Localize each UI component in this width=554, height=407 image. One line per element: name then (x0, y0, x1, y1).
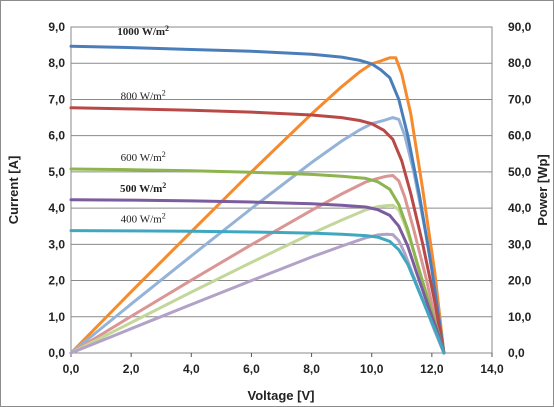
y-tick-label: 4,0 (48, 201, 65, 215)
axes: 0,0 0,0 1,0 10,0 2,0 20,0 3,0 30,0 4,0 40,0 5,0 50,… (48, 20, 531, 376)
y2-tick-label: 70,0 (508, 92, 532, 106)
power-curve-600 (69, 174, 446, 355)
series-label: 500 W/m2 (120, 181, 166, 195)
y2-tick-label: 10,0 (508, 310, 532, 324)
y-tick-label: 8,0 (48, 56, 65, 70)
y2-tick-label: 80,0 (508, 56, 532, 70)
series-label: 400 W/m2 (121, 212, 166, 226)
y2-tick-label: 30,0 (508, 237, 532, 251)
y2-tick-label: 50,0 (508, 165, 532, 179)
y2-tick-label: 20,0 (508, 274, 532, 288)
y-tick-label: 5,0 (48, 165, 65, 179)
y-axis-title: Current [A] (6, 156, 21, 225)
y-tick-label: 3,0 (48, 237, 65, 251)
series-lines (69, 44, 446, 355)
y-tick-label: 7,0 (48, 92, 65, 106)
x-tick-label: 10,0 (360, 362, 384, 376)
y-tick-label: 9,0 (48, 20, 65, 34)
current-curve-400 (69, 229, 446, 355)
current-curve-1000 (69, 44, 446, 355)
x-tick-label: 6,0 (243, 362, 260, 376)
current-curve-500 (69, 198, 446, 355)
current-curve-600 (69, 167, 446, 355)
y2-tick-label: 60,0 (508, 129, 532, 143)
y2-tick-label: 0,0 (508, 346, 525, 360)
series-label: 600 W/m2 (121, 150, 166, 164)
y-tick-label: 2,0 (48, 274, 65, 288)
x-axis-title: Voltage [V] (248, 388, 315, 403)
x-tick-label: 12,0 (420, 362, 444, 376)
y-tick-label: 6,0 (48, 129, 65, 143)
y-tick-label: 0,0 (48, 346, 65, 360)
y2-tick-label: 90,0 (508, 20, 532, 34)
x-tick-label: 4,0 (183, 362, 200, 376)
x-tick-label: 14,0 (480, 362, 504, 376)
x-tick-label: 0,0 (63, 362, 80, 376)
x-tick-label: 8,0 (303, 362, 320, 376)
x-tick-label: 2,0 (123, 362, 140, 376)
y2-tick-label: 40,0 (508, 201, 532, 215)
current-curve-800 (69, 106, 446, 355)
y2-axis-title: Power [Wp] (535, 154, 550, 226)
series-label: 800 W/m2 (121, 88, 166, 102)
y-tick-label: 1,0 (48, 310, 65, 324)
series-label: 1000 W/m2 (117, 24, 169, 38)
series-labels: 1000 W/m2 800 W/m2 600 W/m2 500 W/m2 400 W/m… (117, 24, 169, 226)
